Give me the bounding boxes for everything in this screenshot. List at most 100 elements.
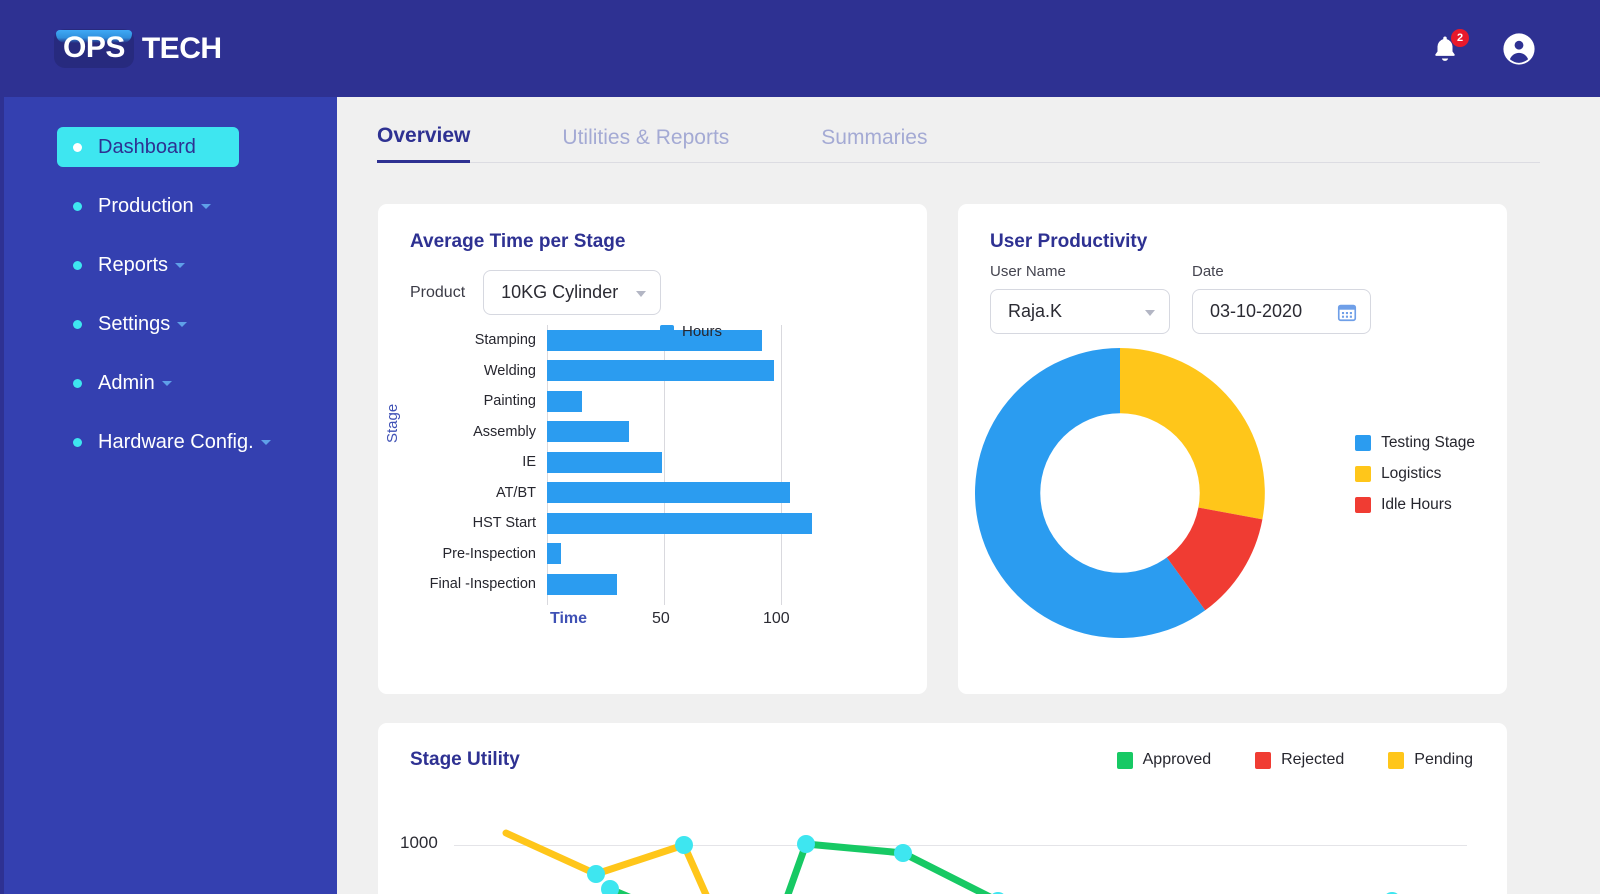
sidebar-item-production[interactable]: Production — [57, 186, 239, 226]
bar-chart-legend: Hours — [660, 323, 722, 340]
chevron-down-icon — [175, 262, 186, 268]
user-name-select-value: Raja.K — [1008, 301, 1063, 321]
data-point-marker — [675, 836, 693, 854]
user-name-field-group: User Name Raja.K — [990, 263, 1170, 334]
ytick-1000: 1000 — [400, 833, 438, 852]
legend-label-logistics: Logistics — [1381, 465, 1442, 482]
bar-category-label: IE — [522, 454, 536, 471]
calendar-icon[interactable] — [1336, 301, 1358, 323]
bar-category-label: AT/BT — [495, 484, 536, 501]
bullet-icon — [73, 201, 82, 211]
average-time-per-stage-card: Average Time per Stage Product 10KG Cyli… — [378, 204, 927, 694]
xtick-50: 50 — [652, 610, 670, 627]
sidebar-item-label: Hardware Config. — [98, 430, 254, 453]
tab-overview[interactable]: Overview — [377, 124, 471, 163]
sidebar-item-reports[interactable]: Reports — [57, 245, 239, 285]
bar-at-bt — [547, 482, 790, 504]
stage-utility-legend: Approved Rejected Pending — [1116, 751, 1473, 769]
legend-swatch-logistics — [1355, 466, 1372, 482]
bell-icon — [1435, 36, 1455, 61]
date-value: 03-10-2020 — [1210, 301, 1303, 321]
bar-welding — [547, 360, 774, 382]
data-point-marker — [797, 835, 815, 853]
bar-rows: Stamping Welding Painting Assembly — [378, 325, 812, 600]
sidebar-item-label: Reports — [98, 253, 169, 276]
chevron-down-icon — [200, 203, 211, 209]
bar-row: HST Start — [378, 508, 812, 539]
app-header: OPS TECH 2 — [0, 0, 1600, 97]
bar-category-label: HST Start — [472, 515, 536, 532]
legend-label-hours: Hours — [682, 323, 723, 340]
user-name-select[interactable]: Raja.K — [990, 289, 1170, 334]
bar-row: AT/BT — [378, 478, 812, 509]
bar-row: Pre-Inspection — [378, 539, 812, 570]
product-select[interactable]: 10KG Cylinder — [483, 270, 662, 315]
bar-category-label: Stamping — [474, 332, 536, 349]
app-logo[interactable]: OPS TECH — [54, 29, 222, 68]
legend-swatch-hours — [660, 324, 674, 339]
sidebar-item-dashboard[interactable]: Dashboard — [57, 127, 239, 167]
tab-utilities-reports[interactable]: Utilities & Reports — [562, 126, 730, 149]
date-picker[interactable]: 03-10-2020 — [1192, 289, 1371, 334]
xtick-100: 100 — [763, 610, 790, 627]
legend-item-idle-hours: Idle Hours — [1355, 496, 1475, 514]
user-avatar-icon[interactable] — [1502, 32, 1536, 66]
legend-label-pending: Pending — [1414, 751, 1473, 768]
bar-assembly — [547, 421, 629, 443]
product-filter: Product 10KG Cylinder — [378, 253, 927, 315]
notifications-button[interactable]: 2 — [1430, 28, 1469, 65]
donut-svg — [975, 348, 1265, 638]
header-actions: 2 — [1430, 28, 1536, 66]
sidebar-nav: Dashboard Production Reports Settings Ad… — [0, 97, 337, 894]
legend-label-testing-stage: Testing Stage — [1381, 434, 1475, 451]
bar-hst-start — [547, 512, 812, 534]
sidebar-item-label: Dashboard — [98, 135, 196, 158]
legend-swatch-idle-hours — [1355, 497, 1372, 513]
bar-painting — [547, 390, 582, 412]
logo-ops-box: OPS — [54, 29, 134, 68]
product-label: Product — [410, 283, 466, 301]
legend-item-rejected: Rejected — [1255, 751, 1344, 769]
date-label: Date — [1192, 263, 1224, 280]
bar-category-label: Welding — [483, 362, 536, 379]
stage-utility-line-chart: 1000 — [378, 771, 1507, 894]
line-series-pending — [502, 829, 710, 894]
legend-label-approved: Approved — [1142, 751, 1212, 768]
main-content: Overview Utilities & Reports Summaries A… — [337, 97, 1600, 894]
notification-count-badge: 2 — [1451, 28, 1469, 47]
legend-item-testing-stage: Testing Stage — [1355, 434, 1475, 452]
sidebar-item-admin[interactable]: Admin — [57, 363, 239, 403]
sidebar-item-label: Settings — [98, 312, 171, 335]
legend-item-pending: Pending — [1388, 751, 1473, 769]
gridline-1000 — [454, 845, 1467, 846]
card-title: Stage Utility — [410, 749, 520, 770]
gridline-100 — [781, 325, 782, 605]
sidebar-item-settings[interactable]: Settings — [57, 304, 239, 344]
bar-row: Painting — [378, 386, 812, 417]
sidebar-item-hardware-config[interactable]: Hardware Config. — [57, 422, 271, 462]
top-cards-row: Average Time per Stage Product 10KG Cyli… — [378, 204, 1600, 694]
legend-swatch-approved — [1116, 751, 1133, 769]
stage-utility-header: Stage Utility Approved Rejected Pending — [378, 723, 1507, 771]
donut-legend: Testing Stage Logistics Idle Hours — [1355, 434, 1475, 514]
bullet-icon — [73, 142, 82, 152]
chevron-down-icon — [636, 291, 647, 297]
bar-final-inspection — [547, 573, 617, 595]
data-point-marker — [587, 865, 605, 883]
sidebar-item-label: Production — [98, 194, 194, 217]
data-point-marker — [894, 844, 912, 862]
user-name-label: User Name — [990, 263, 1066, 280]
card-title: User Productivity — [990, 231, 1148, 252]
legend-label-idle-hours: Idle Hours — [1381, 496, 1452, 513]
legend-item-logistics: Logistics — [1355, 465, 1475, 483]
line-series-approved — [606, 885, 631, 894]
bar-row: Stamping — [378, 325, 812, 356]
chevron-down-icon — [260, 439, 271, 445]
bullet-icon — [73, 437, 82, 447]
bullet-icon — [73, 319, 82, 329]
logo-ops-text: OPS — [63, 31, 125, 64]
avg-time-bar-chart: Stage Stamping Welding Painting — [378, 315, 927, 645]
tab-bar: Overview Utilities & Reports Summaries — [377, 97, 1540, 163]
tab-summaries[interactable]: Summaries — [821, 126, 928, 149]
bar-row: Final -Inspection — [378, 569, 812, 600]
